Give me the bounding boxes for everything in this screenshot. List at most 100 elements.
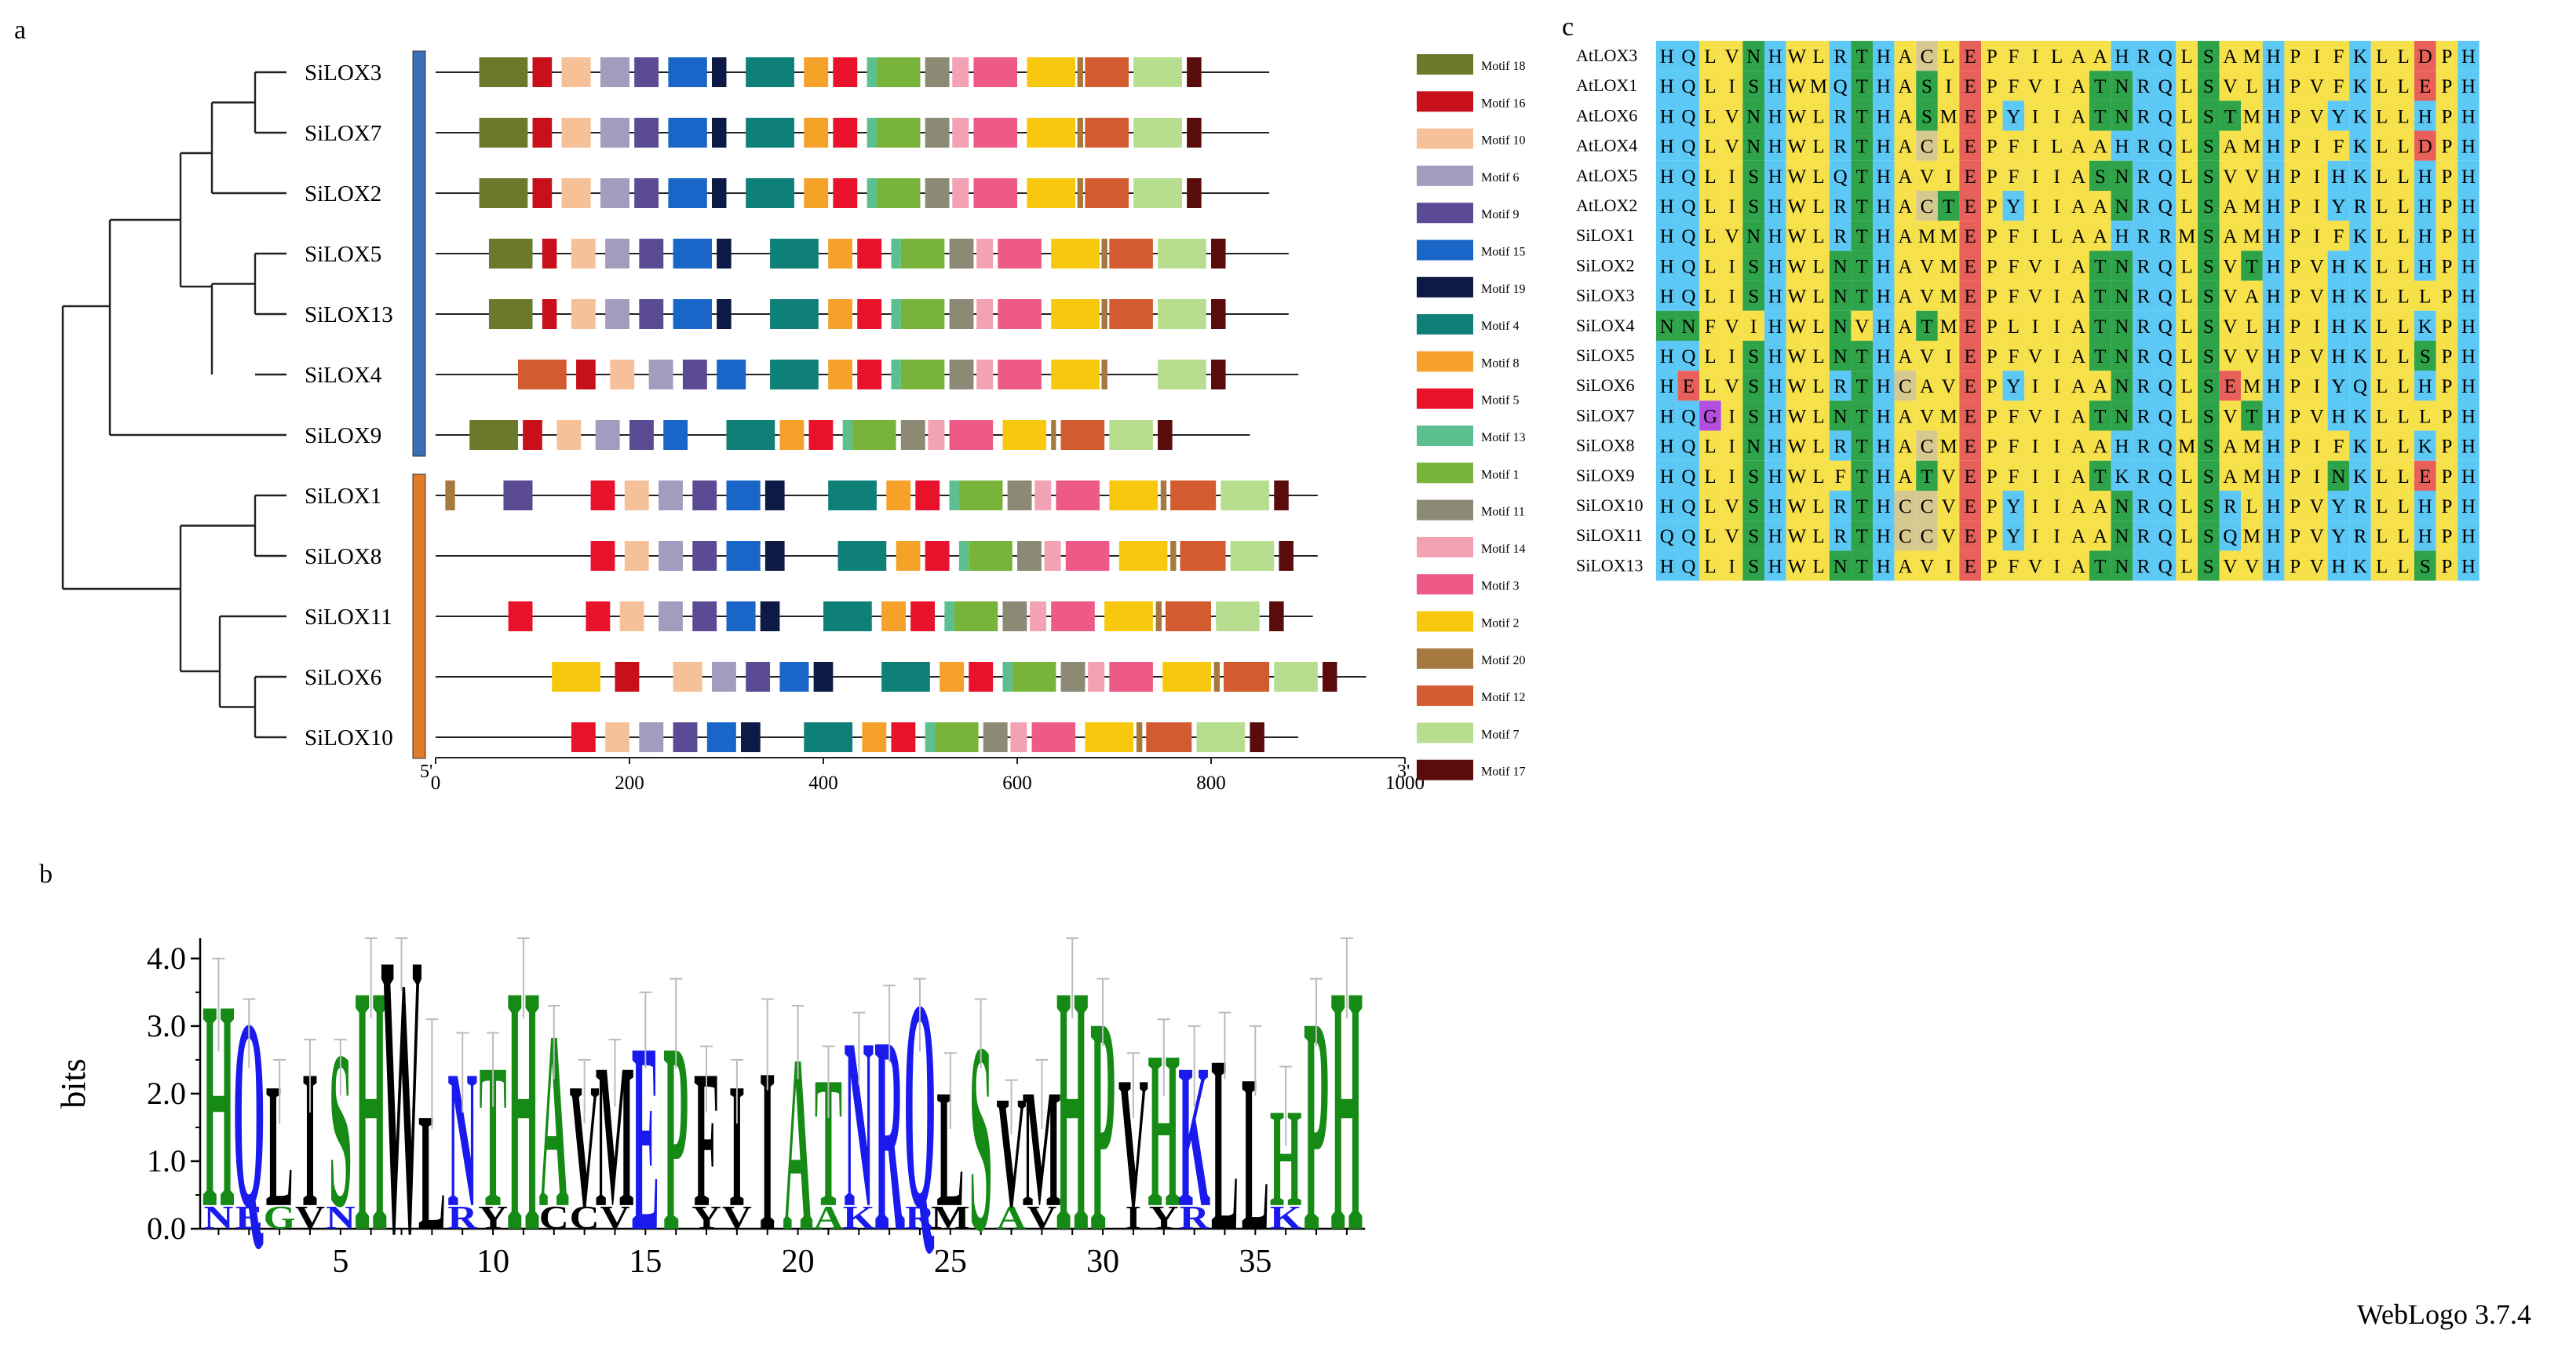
alignment-cell: [2284, 160, 2306, 191]
alignment-cell: [1959, 491, 1981, 521]
alignment-cell: [1937, 250, 1960, 281]
alignment-cell: [1764, 41, 1786, 71]
alignment-cell: [1742, 41, 1764, 71]
alignment-residue: P: [2290, 376, 2301, 397]
alignment-cell: [2327, 250, 2350, 281]
alignment-cell: [2198, 430, 2220, 461]
alignment-cell: [2219, 460, 2242, 491]
alignment-residue: V: [2223, 556, 2237, 577]
alignment-residue: H: [2114, 226, 2129, 247]
alignment-cell: [1656, 400, 1678, 431]
alignment-residue: I: [2032, 196, 2038, 217]
alignment-cell: [2002, 71, 2025, 101]
alignment-residue: H: [1768, 556, 1782, 577]
alignment-cell: [1677, 550, 1700, 581]
alignment-residue: H: [1877, 287, 1891, 308]
alignment-residue: I: [2032, 166, 2038, 188]
alignment-cell: [1959, 400, 1981, 431]
alignment-residue: H: [1768, 196, 1782, 217]
motif-block: [726, 481, 761, 510]
alignment-cell: [2198, 491, 2220, 521]
alignment-residue: I: [2032, 316, 2038, 338]
motif-block: [1211, 360, 1226, 389]
alignment-residue: N: [1833, 316, 1848, 338]
alignment-residue: I: [2314, 437, 2320, 458]
alignment-cell: [2306, 100, 2328, 131]
motif-block: [1323, 662, 1337, 692]
alignment-cell: [1959, 341, 1981, 371]
alignment-residue: H: [2461, 437, 2476, 458]
alignment-residue: P: [2290, 466, 2301, 488]
alignment-residue: I: [2032, 496, 2038, 517]
alignment-cell: [2198, 71, 2220, 101]
alignment-residue: S: [1748, 526, 1759, 547]
alignment-residue: H: [2267, 376, 2281, 397]
alignment-residue: V: [2310, 106, 2324, 127]
alignment-cell: [2414, 550, 2436, 581]
motif-block: [1056, 481, 1100, 510]
alignment-cell: [1937, 460, 1960, 491]
motif-block: [973, 57, 1017, 87]
alignment-residue: L: [1704, 106, 1716, 127]
motif-block: [770, 299, 819, 329]
alignment-cell: [2457, 341, 2479, 371]
alignment-cell: [1981, 371, 2003, 401]
alignment-residue: N: [2114, 106, 2129, 127]
alignment-residue: R: [1833, 106, 1847, 127]
alignment-residue: L: [2398, 556, 2410, 577]
alignment-cell: [2414, 221, 2436, 251]
legend-label: Motif 12: [1481, 691, 1525, 704]
alignment-residue: A: [2093, 437, 2107, 458]
motif-block: [1077, 57, 1083, 87]
legend-swatch: [1417, 239, 1473, 261]
alignment-residue: A: [2071, 437, 2085, 458]
alignment-residue: R: [2137, 287, 2151, 308]
motif-block: [804, 178, 829, 208]
alignment-residue: A: [2071, 226, 2085, 247]
alignment-residue: T: [2094, 76, 2106, 97]
motif-block: [857, 239, 882, 269]
alignment-cell: [2327, 130, 2350, 161]
alignment-residue: A: [1898, 556, 1912, 577]
alignment-cell: [1873, 41, 1895, 71]
alignment-cell: [2024, 430, 2046, 461]
alignment-cell: [1742, 521, 1764, 551]
alignment-residue: R: [2137, 496, 2151, 517]
motif-block: [659, 481, 683, 510]
alignment-residue: E: [1965, 316, 1976, 338]
motif-block: [760, 601, 780, 631]
alignment-cell: [2067, 521, 2089, 551]
alignment-residue: A: [1898, 196, 1912, 217]
motif-block: [711, 57, 727, 87]
alignment-cell: [2349, 341, 2371, 371]
alignment-residue: I: [1728, 76, 1735, 97]
alignment-cell: [2198, 100, 2220, 131]
alignment-residue: K: [2353, 46, 2367, 68]
alignment-cell: [1808, 430, 1830, 461]
alignment-residue: H: [2267, 226, 2281, 247]
alignment-cell: [2306, 400, 2328, 431]
alignment-cell: [1981, 400, 2003, 431]
alignment-residue: Q: [1681, 76, 1695, 97]
alignment-residue: H: [1877, 137, 1891, 158]
alignment-residue: Y: [2331, 106, 2345, 127]
alignment-residue: E: [1965, 556, 1976, 577]
legend-swatch: [1417, 351, 1473, 372]
logo-letter: Y: [1149, 1200, 1179, 1237]
alignment-cell: [1764, 280, 1786, 311]
legend-label: Motif 7: [1481, 728, 1519, 741]
alignment-residue: E: [1965, 46, 1976, 68]
motif-block: [532, 57, 553, 87]
alignment-cell: [2241, 250, 2263, 281]
alignment-cell: [1916, 100, 1938, 131]
alignment-cell: [2111, 521, 2133, 551]
alignment-residue: L: [2398, 106, 2410, 127]
alignment-cell: [2045, 400, 2068, 431]
alignment-cell: [2067, 71, 2089, 101]
alignment-cell: [2089, 41, 2111, 71]
alignment-residue: H: [1660, 287, 1674, 308]
motif-block: [998, 239, 1042, 269]
alignment-residue: H: [2418, 256, 2432, 277]
alignment-cell: [1677, 280, 1700, 311]
alignment-cell: [1981, 460, 2003, 491]
